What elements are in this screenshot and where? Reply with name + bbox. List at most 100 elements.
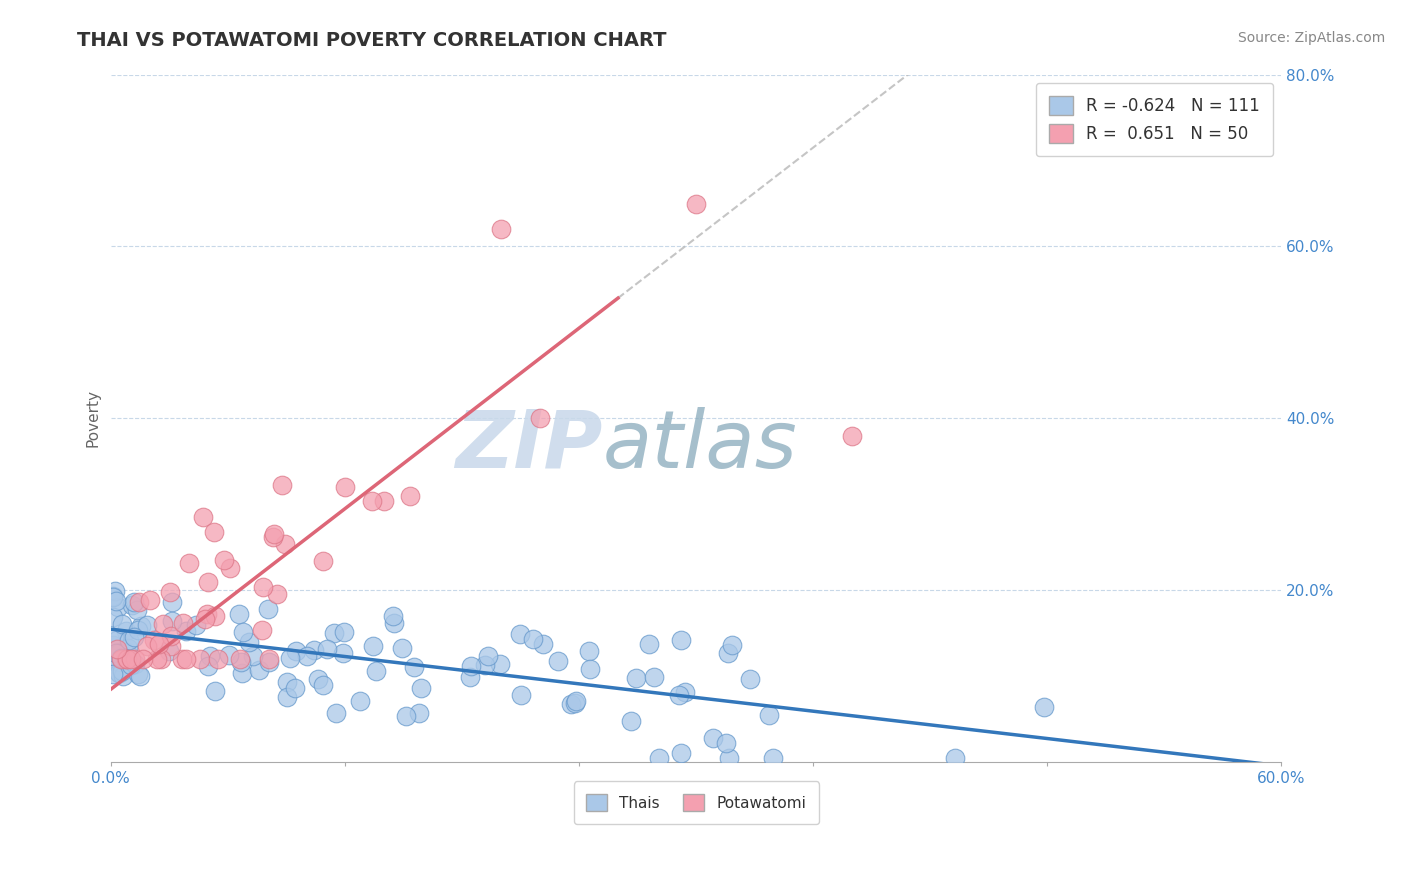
Point <box>160 629 183 643</box>
Point <box>509 627 531 641</box>
Point <box>565 694 588 708</box>
Point <box>302 643 325 657</box>
Point <box>107 655 129 669</box>
Point <box>127 624 149 638</box>
Point <box>172 615 194 630</box>
Point <box>108 666 131 681</box>
Point <box>197 575 219 590</box>
Point <box>273 537 295 551</box>
Point <box>669 632 692 647</box>
Point <box>624 671 647 685</box>
Point <box>101 667 124 681</box>
Point <box>218 648 240 663</box>
Point <box>129 668 152 682</box>
Point <box>111 617 134 632</box>
Point <box>271 478 294 492</box>
Point <box>489 657 512 672</box>
Point <box>184 617 207 632</box>
Point <box>108 646 131 660</box>
Point <box>247 663 270 677</box>
Point <box>325 706 347 720</box>
Point <box>101 589 124 603</box>
Point <box>110 652 132 666</box>
Point <box>111 664 134 678</box>
Point <box>276 690 298 704</box>
Point <box>391 641 413 656</box>
Point <box>197 659 219 673</box>
Point <box>578 644 600 658</box>
Point <box>135 640 157 654</box>
Point <box>191 510 214 524</box>
Point <box>252 580 274 594</box>
Point <box>718 751 741 765</box>
Point <box>758 708 780 723</box>
Point <box>204 684 226 698</box>
Y-axis label: Poverty: Poverty <box>86 390 100 448</box>
Point <box>579 662 602 676</box>
Point <box>174 624 197 638</box>
Point <box>460 670 482 684</box>
Point <box>159 644 181 658</box>
Point <box>721 638 744 652</box>
Point <box>122 595 145 609</box>
Point <box>408 706 430 721</box>
Point <box>489 222 512 236</box>
Point <box>404 660 426 674</box>
Point <box>115 652 138 666</box>
Point <box>105 642 128 657</box>
Point <box>229 655 252 669</box>
Point <box>107 665 129 680</box>
Point <box>531 637 554 651</box>
Point <box>202 524 225 539</box>
Point <box>159 585 181 599</box>
Point <box>120 652 142 666</box>
Point <box>349 694 371 708</box>
Point <box>146 652 169 666</box>
Point <box>121 598 143 612</box>
Point <box>212 552 235 566</box>
Point <box>115 645 138 659</box>
Point <box>702 731 724 745</box>
Point <box>170 652 193 666</box>
Point <box>323 626 346 640</box>
Point <box>250 624 273 638</box>
Point <box>312 678 335 692</box>
Point <box>361 640 384 654</box>
Point <box>194 612 217 626</box>
Point <box>620 714 643 729</box>
Point <box>762 751 785 765</box>
Point <box>159 639 181 653</box>
Point <box>219 561 242 575</box>
Point <box>295 649 318 664</box>
Point <box>112 669 135 683</box>
Point <box>129 618 152 632</box>
Point <box>333 625 356 640</box>
Point <box>381 608 404 623</box>
Point <box>174 652 197 666</box>
Point <box>474 658 496 673</box>
Point <box>259 652 281 666</box>
Point <box>117 640 139 655</box>
Point <box>529 411 551 425</box>
Point <box>278 651 301 665</box>
Point <box>107 599 129 614</box>
Point <box>510 689 533 703</box>
Point <box>257 602 280 616</box>
Point <box>460 659 482 673</box>
Point <box>160 614 183 628</box>
Point <box>560 697 582 711</box>
Point <box>685 196 707 211</box>
Point <box>101 609 124 624</box>
Point <box>105 632 128 647</box>
Point <box>142 632 165 647</box>
Point <box>132 652 155 666</box>
Point <box>564 696 586 710</box>
Point <box>238 635 260 649</box>
Point <box>399 489 422 503</box>
Point <box>943 751 966 765</box>
Point <box>231 665 253 680</box>
Point <box>101 648 124 663</box>
Point <box>124 630 146 644</box>
Point <box>118 632 141 647</box>
Point <box>188 651 211 665</box>
